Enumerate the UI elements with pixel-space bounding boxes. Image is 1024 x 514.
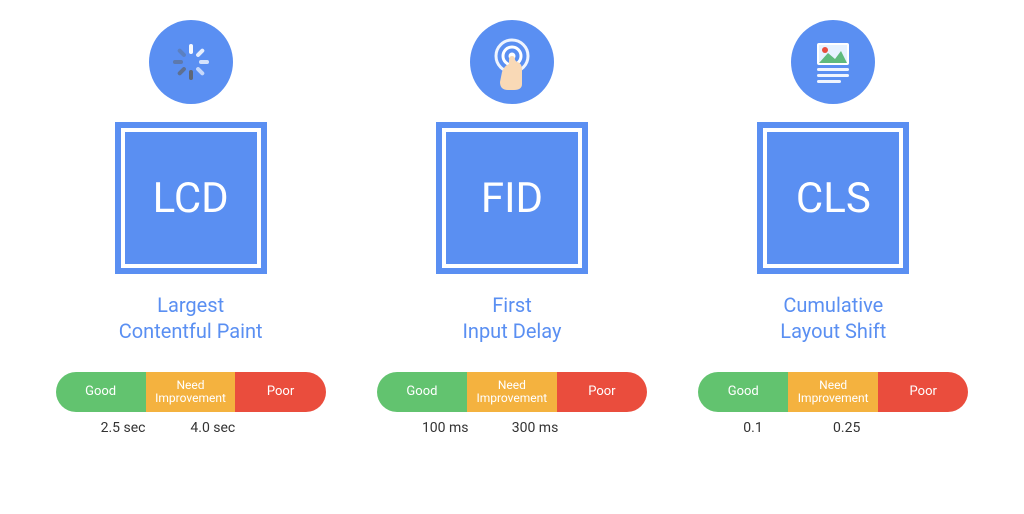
metric-column-fid: FID First Input Delay Good NeedImproveme…	[367, 20, 657, 436]
acronym-box-lcp: LCD	[115, 122, 267, 274]
spinner-icon	[149, 20, 233, 104]
acronym-text: FID	[446, 132, 578, 264]
metric-name-line2: Input Delay	[462, 319, 561, 343]
threshold-1: 100 ms	[422, 420, 512, 436]
thresholds-cls: 0.1 0.25	[698, 420, 968, 436]
scale-bar: Good NeedImprovement Poor	[56, 372, 326, 412]
threshold-2: 0.25	[833, 420, 923, 436]
scale-bar: Good NeedImprovement Poor	[698, 372, 968, 412]
scale-segment-mid: NeedImprovement	[146, 372, 236, 412]
threshold-2: 4.0 sec	[190, 420, 280, 436]
metric-name-lcp: Largest Contentful Paint	[119, 292, 263, 344]
metric-name-cls: Cumulative Layout Shift	[780, 292, 886, 344]
threshold-1: 2.5 sec	[101, 420, 191, 436]
metric-name-line2: Layout Shift	[780, 319, 886, 343]
scale-segment-poor: Poor	[557, 372, 647, 412]
scale-lcp: Good NeedImprovement Poor 2.5 sec 4.0 se…	[56, 372, 326, 436]
acronym-text: CLS	[767, 132, 899, 264]
touch-icon	[470, 20, 554, 104]
metric-column-cls: CLS Cumulative Layout Shift Good NeedImp…	[688, 20, 978, 436]
scale-segment-mid: NeedImprovement	[788, 372, 878, 412]
thresholds-lcp: 2.5 sec 4.0 sec	[56, 420, 326, 436]
metric-name-line1: First	[492, 293, 532, 317]
metric-name-fid: First Input Delay	[462, 292, 561, 344]
scale-fid: Good NeedImprovement Poor 100 ms 300 ms	[377, 372, 647, 436]
metric-column-lcp: LCD Largest Contentful Paint Good NeedIm…	[46, 20, 336, 436]
metric-name-line1: Largest	[157, 293, 224, 317]
acronym-box-fid: FID	[436, 122, 588, 274]
threshold-1: 0.1	[743, 420, 833, 436]
thresholds-fid: 100 ms 300 ms	[377, 420, 647, 436]
acronym-box-cls: CLS	[757, 122, 909, 274]
scale-cls: Good NeedImprovement Poor 0.1 0.25	[698, 372, 968, 436]
metric-name-line2: Contentful Paint	[119, 319, 263, 343]
threshold-2: 300 ms	[512, 420, 602, 436]
metric-name-line1: Cumulative	[783, 293, 883, 317]
scale-segment-good: Good	[56, 372, 146, 412]
layout-shift-icon	[791, 20, 875, 104]
scale-segment-poor: Poor	[235, 372, 325, 412]
scale-segment-good: Good	[698, 372, 788, 412]
scale-segment-poor: Poor	[878, 372, 968, 412]
scale-bar: Good NeedImprovement Poor	[377, 372, 647, 412]
acronym-text: LCD	[125, 132, 257, 264]
scale-segment-good: Good	[377, 372, 467, 412]
scale-segment-mid: NeedImprovement	[467, 372, 557, 412]
